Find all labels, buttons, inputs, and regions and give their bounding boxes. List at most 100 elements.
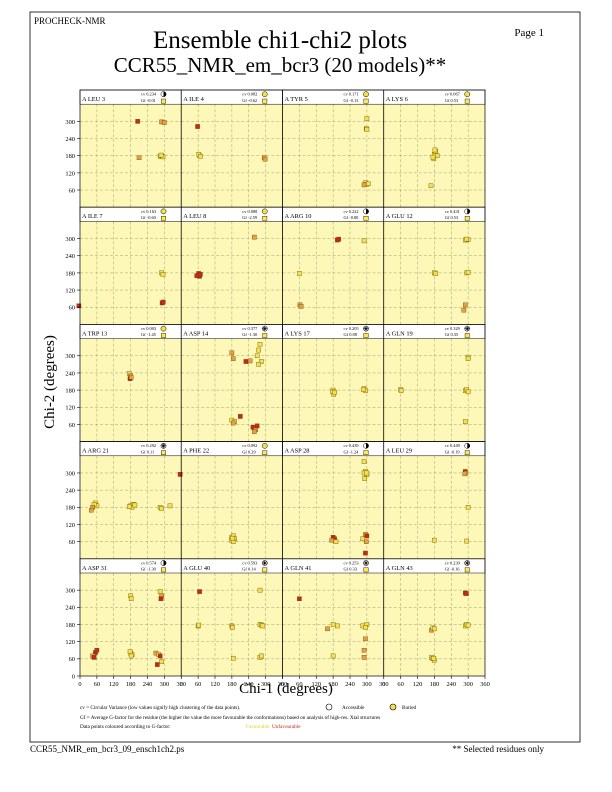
data-point <box>257 587 263 593</box>
data-point <box>196 622 201 628</box>
cv-value: cv 0.253 <box>344 560 360 565</box>
x-tick-label: 360 <box>480 681 490 688</box>
data-point <box>335 623 340 629</box>
gf-value: Gf 0.53 <box>445 98 459 103</box>
x-tick-label: 300 <box>160 681 170 688</box>
residue-name: A LEU 3 <box>82 96 105 103</box>
gf-swatch <box>161 567 166 573</box>
gf-value: Gf -2.59 <box>242 215 258 220</box>
accessibility-icon-fill <box>464 326 470 331</box>
residue-name: A LEU 8 <box>183 213 206 220</box>
x-tick-label: 120 <box>210 681 220 688</box>
data-point <box>364 116 370 121</box>
data-point <box>247 358 253 364</box>
y-tick-label: 180 <box>65 153 75 160</box>
data-point <box>361 647 367 653</box>
cv-value: cv 0.092 <box>242 443 257 448</box>
data-point <box>362 476 367 481</box>
y-tick-label: 120 <box>65 287 75 294</box>
gf-swatch <box>464 450 470 456</box>
gf-swatch <box>363 98 369 104</box>
accessibility-icon-fill <box>163 91 167 97</box>
page-title: Ensemble chi1-chi2 plots <box>153 27 407 54</box>
data-point <box>231 420 236 426</box>
cv-value: cv 0.574 <box>141 560 157 565</box>
y-tick-label: 60 <box>69 187 75 194</box>
gf-swatch <box>262 567 268 573</box>
footer-filename: CCR55_NMR_em_bcr3_09_ensch1ch2.ps <box>30 744 185 754</box>
y-tick-label: 180 <box>65 388 75 395</box>
data-point <box>254 423 260 429</box>
data-point <box>333 539 339 544</box>
residue-name: A GLU 40 <box>183 565 210 572</box>
gf-value: Gf 0.14 <box>242 567 256 572</box>
data-point <box>336 236 342 242</box>
gf-value: Gf 0.35 <box>445 332 459 337</box>
y-tick-label: 240 <box>65 370 75 377</box>
accessibility-icon-fill <box>366 208 369 214</box>
page-border <box>29 11 581 743</box>
data-point <box>254 353 260 359</box>
gf-value: Gf -1.30 <box>242 332 258 337</box>
x-tick-label: 240 <box>345 681 355 688</box>
gf-swatch <box>262 333 268 338</box>
data-point <box>361 238 367 244</box>
data-point <box>230 535 235 541</box>
gf-swatch <box>363 215 369 221</box>
data-point <box>162 120 167 125</box>
accessibility-icon-fill <box>163 560 167 566</box>
x-tick-label: 120 <box>109 681 119 688</box>
data-point <box>432 147 438 153</box>
residue-name: A TRP 13 <box>82 330 107 337</box>
cv-value: cv 0.239 <box>445 560 461 565</box>
legend-favourable: Favourable <box>246 724 270 730</box>
data-point <box>361 387 366 392</box>
gf-value: Gf -1.39 <box>141 567 157 572</box>
residue-name: A ASP 28 <box>285 448 310 455</box>
data-point <box>256 347 261 353</box>
accessibility-icon-fill <box>467 208 470 214</box>
gf-swatch <box>161 98 166 104</box>
x-tick-label: 180 <box>328 681 338 688</box>
residue-name: A GLN 19 <box>386 330 413 337</box>
y-tick-label: 120 <box>65 405 75 412</box>
x-tick-label: 360 <box>379 681 389 688</box>
data-point <box>398 388 404 393</box>
x-tick-label: 180 <box>126 681 136 688</box>
data-point <box>325 626 330 632</box>
residue-name: A TYR 5 <box>285 96 308 103</box>
gf-swatch <box>262 215 268 221</box>
x-tick-label: 60 <box>397 681 403 688</box>
residue-name: A LYS 17 <box>285 330 311 337</box>
data-point <box>461 307 467 313</box>
cv-value: cv 0.171 <box>344 92 359 97</box>
y-tick-label: 60 <box>69 422 75 429</box>
cv-value: cv 0.067 <box>445 92 461 97</box>
legend-accessible: Accessible <box>342 705 365 711</box>
data-point <box>464 236 469 242</box>
gf-value: Gf -0.60 <box>141 215 157 220</box>
accessibility-icon-fill <box>161 443 166 449</box>
residue-name: A ASP 14 <box>183 330 209 337</box>
data-point <box>126 504 132 510</box>
gf-swatch <box>161 450 166 456</box>
accessibility-icon <box>261 442 268 449</box>
program-label: PROCHECK-NMR <box>34 16 106 26</box>
data-point <box>464 591 469 596</box>
x-tick-label: 0 <box>382 681 385 688</box>
x-axis-label: Chi-1 (degrees) <box>239 681 333 697</box>
data-point <box>434 153 440 158</box>
data-point <box>330 653 336 659</box>
y-tick-label: 60 <box>69 305 75 312</box>
x-tick-label: 60 <box>94 681 100 688</box>
x-tick-label: 300 <box>362 681 372 688</box>
